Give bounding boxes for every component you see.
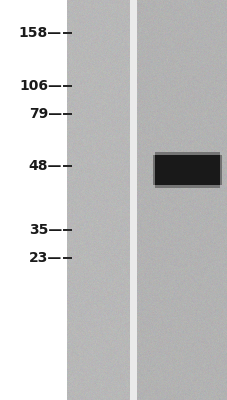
Text: 35—: 35— xyxy=(29,223,62,237)
Text: 158—: 158— xyxy=(19,26,62,40)
Text: 23—: 23— xyxy=(29,251,62,265)
Text: 48—: 48— xyxy=(29,159,62,173)
Text: 79—: 79— xyxy=(29,107,62,121)
Text: 106—: 106— xyxy=(19,79,62,93)
